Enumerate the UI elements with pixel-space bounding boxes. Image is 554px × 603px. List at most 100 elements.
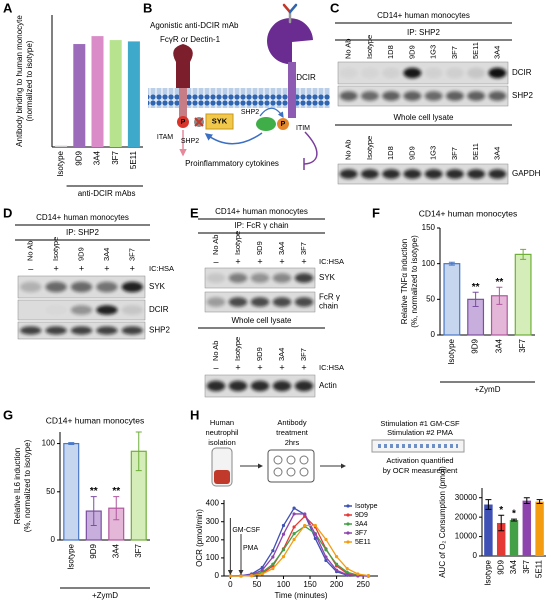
tube-blood	[214, 470, 230, 484]
blot-band	[445, 169, 464, 179]
treatment-mark: +	[79, 263, 84, 273]
blot-band	[20, 326, 42, 335]
data-point	[260, 572, 264, 576]
bar	[514, 253, 532, 336]
y-tick-label: 400	[206, 499, 220, 508]
blot-band	[250, 297, 270, 307]
phospho-itim	[277, 118, 289, 130]
x-tick-label: Isotype	[56, 150, 65, 176]
blot-band	[45, 305, 66, 315]
diagram-label: SHP2	[241, 109, 259, 116]
error-bar	[448, 261, 455, 266]
x-tick-label: 5E11	[535, 559, 544, 578]
syk-box	[205, 113, 234, 130]
blot-background	[337, 163, 509, 185]
blot-band	[121, 281, 143, 293]
x-axis-label: +ZymD	[92, 591, 118, 600]
significance: *	[499, 505, 503, 516]
data-point	[356, 572, 360, 576]
y-tick-label: 50	[426, 294, 435, 303]
data-point	[324, 558, 328, 563]
data-point	[324, 555, 328, 559]
bind-arrow	[259, 107, 284, 119]
lane-label: 9D9	[76, 247, 85, 261]
panel-letter: F	[372, 205, 380, 220]
blot-header: IP: SHP2	[66, 228, 99, 237]
blot-background	[337, 61, 509, 85]
y-tick-label: 10000	[455, 532, 478, 541]
treatment-label: IC:HSA	[319, 257, 344, 266]
bar	[443, 263, 461, 336]
x-tick-label: 3F7	[134, 543, 143, 557]
error-bar	[520, 248, 527, 260]
schematic-label: 2hrs	[285, 438, 300, 447]
blot-band	[467, 67, 486, 79]
plate-wells	[273, 455, 309, 477]
blot-header: CD14+ human monocytes	[36, 213, 129, 222]
legend-marker	[346, 540, 350, 544]
blot-band	[445, 91, 464, 101]
x-tick-label: 150	[303, 580, 317, 589]
data-point	[345, 566, 349, 571]
lane-label: 1D8	[386, 146, 395, 160]
y-tick-label: 100	[422, 259, 436, 268]
y-axis-label: (%, normalized to isotype)	[410, 235, 419, 328]
blot-band	[361, 68, 379, 79]
blot-band	[445, 67, 464, 79]
significance: **	[472, 282, 480, 293]
lane-label: Isotype	[233, 337, 242, 361]
treatment-mark: +	[279, 362, 284, 372]
error-bar	[523, 497, 530, 505]
panel-letter: H	[190, 407, 199, 422]
diagram-label: Agonistic anti-DCIR mAb	[150, 21, 239, 30]
blot-row-label: chain	[319, 302, 338, 311]
data-point	[260, 568, 264, 572]
blot-row-label: SHP2	[512, 91, 533, 100]
blot-band	[339, 169, 358, 179]
blot-band	[70, 305, 93, 315]
y-tick-label: 150	[422, 223, 436, 232]
legend-label: Isotype	[355, 503, 378, 510]
panel-letter: G	[3, 407, 13, 422]
y-tick-label: 100	[206, 553, 220, 562]
treatment-mark: –	[213, 362, 218, 372]
panel-letter: C	[330, 0, 340, 15]
blot-band	[294, 380, 314, 392]
legend-label: 5E11	[355, 539, 371, 546]
bar	[484, 504, 493, 556]
data-point	[271, 566, 275, 571]
y-axis-label: (normalized to isotype)	[25, 40, 34, 121]
blot-band	[96, 326, 118, 335]
diagram-label: ITIM	[296, 125, 310, 132]
lane-label: No Ab	[26, 241, 35, 261]
blot-band	[488, 169, 507, 179]
diagram-label: FcγR or Dectin-1	[160, 35, 221, 44]
phospho-label: P	[281, 121, 286, 128]
lane-label: 5E11	[471, 143, 480, 160]
series-line	[230, 513, 369, 577]
data-point	[303, 512, 307, 516]
treatment-mark: +	[301, 256, 306, 266]
x-tick-label: 0	[228, 580, 233, 589]
blot-band	[340, 68, 358, 79]
blot-row-label: Actin	[319, 381, 337, 390]
legend-label: 9D9	[355, 512, 368, 519]
x-tick-label: 9D9	[74, 150, 83, 165]
annotation: GM-CSF	[232, 527, 260, 534]
diagram-label: ITAM	[157, 134, 173, 141]
data-point	[345, 573, 349, 577]
legend-marker	[346, 504, 350, 508]
data-point	[303, 523, 307, 528]
error-bar	[113, 496, 120, 521]
error-bar	[68, 442, 75, 446]
treatment-mark: +	[301, 362, 306, 372]
x-tick-label: 9D9	[89, 543, 98, 558]
blot-header: Whole cell lysate	[393, 113, 454, 122]
diagram-label: SYK	[212, 116, 228, 125]
data-point	[271, 549, 275, 553]
diagram-label: DCIR	[296, 73, 316, 82]
blot-band	[228, 273, 248, 283]
seahorse-plate	[371, 439, 465, 453]
treatment-mark: +	[235, 256, 240, 266]
